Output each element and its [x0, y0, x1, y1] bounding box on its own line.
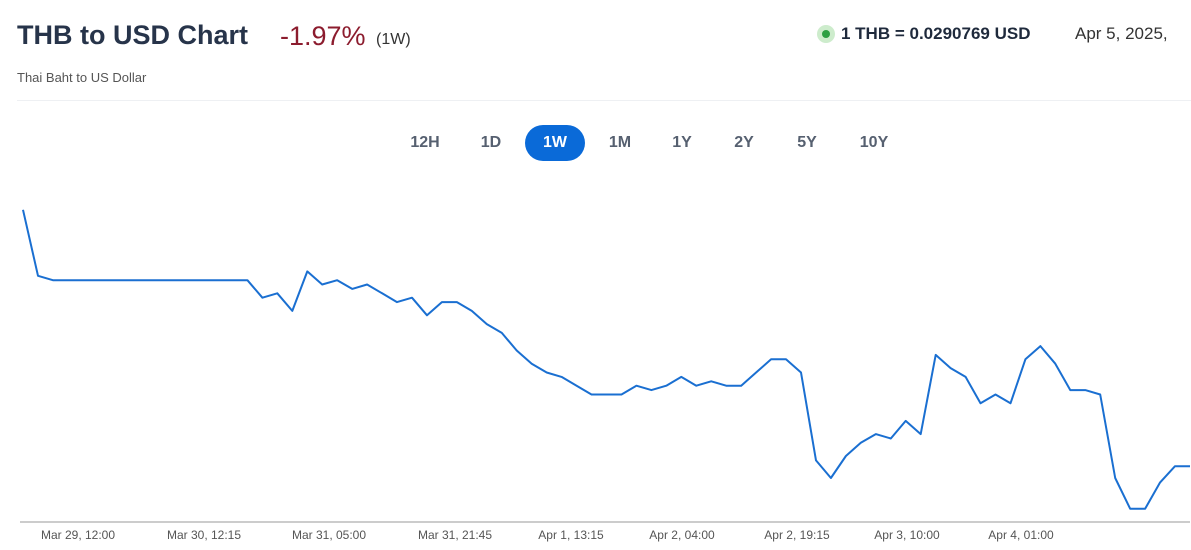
range-button[interactable]: 1Y	[672, 134, 692, 151]
x-tick-label: Apr 3, 10:00	[874, 528, 940, 542]
x-tick-label: Apr 2, 04:00	[649, 528, 715, 542]
x-tick-label: Mar 31, 05:00	[292, 528, 366, 542]
x-tick-label: Apr 2, 19:15	[764, 528, 830, 542]
range-button[interactable]: 12H	[410, 134, 440, 151]
range-button[interactable]: 1W	[525, 125, 585, 161]
price-line	[22, 209, 1190, 510]
x-tick-label: Mar 31, 21:45	[418, 528, 492, 542]
rate: 1 THB = 0.0290769 USD	[841, 24, 1031, 43]
x-tick-label: Mar 30, 12:15	[167, 528, 241, 542]
range-button[interactable]: 2Y	[734, 134, 754, 151]
range-button[interactable]: 1D	[480, 134, 502, 151]
range-button[interactable]: 1M	[608, 134, 632, 151]
change: -1.97%	[280, 21, 366, 51]
separator	[17, 100, 1191, 101]
live-dot	[817, 25, 835, 43]
subtitle: Thai Baht to US Dollar	[17, 70, 147, 85]
period: (1W)	[376, 31, 411, 48]
date: Apr 5, 2025,	[1075, 24, 1168, 43]
x-tick-label: Apr 1, 13:15	[538, 528, 604, 542]
x-tick-label: Mar 29, 12:00	[41, 528, 115, 542]
range-button[interactable]: 10Y	[859, 134, 889, 151]
title: THB to USD Chart	[17, 20, 248, 50]
range-button[interactable]: 5Y	[797, 134, 817, 151]
x-tick-label: Apr 4, 01:00	[988, 528, 1054, 542]
